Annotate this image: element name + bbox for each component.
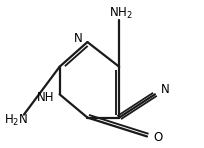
Text: NH: NH	[37, 91, 54, 104]
Text: H$_2$N: H$_2$N	[4, 113, 28, 128]
Text: O: O	[153, 131, 163, 144]
Text: N: N	[74, 32, 83, 45]
Text: N: N	[161, 83, 169, 96]
Text: NH$_2$: NH$_2$	[109, 5, 133, 21]
